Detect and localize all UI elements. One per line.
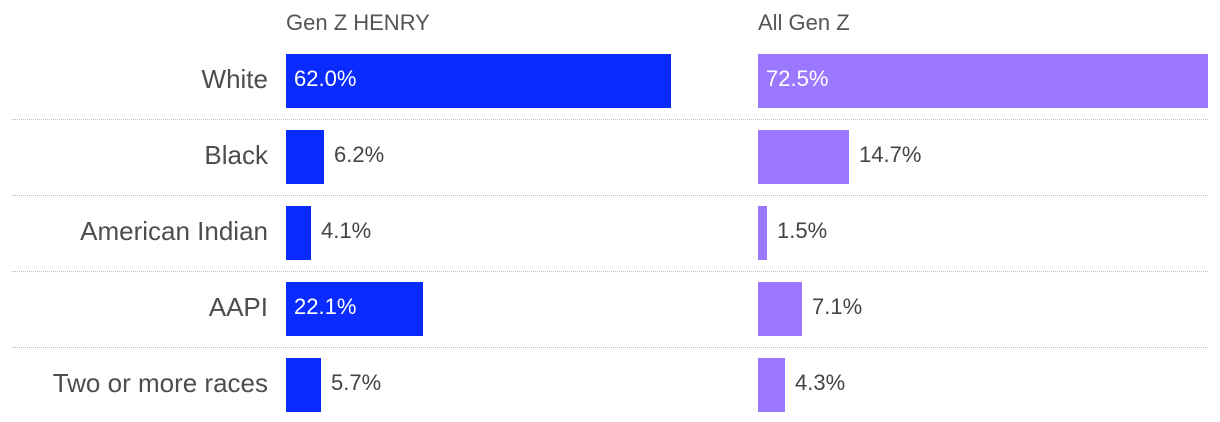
panel-title-gen-z-henry: Gen Z HENRY [286, 10, 430, 35]
data-label: 4.1% [321, 218, 372, 243]
bar [758, 282, 802, 336]
data-label: 62.0% [294, 66, 357, 91]
data-label: 14.7% [859, 142, 922, 167]
bar [286, 54, 671, 108]
row-divider [12, 347, 1208, 348]
category-label: American Indian [80, 216, 268, 246]
bar [286, 282, 423, 336]
row-divider [12, 119, 1208, 120]
category-label: AAPI [208, 292, 268, 322]
category-label: Two or more races [52, 368, 268, 398]
row-divider [12, 195, 1208, 196]
bar [286, 206, 311, 260]
bar [758, 130, 849, 184]
bar [758, 358, 785, 412]
data-label: 72.5% [766, 66, 829, 91]
bar [286, 130, 324, 184]
data-label: 4.3% [795, 370, 846, 395]
panel-title-all-gen-z: All Gen Z [758, 10, 850, 35]
bar [286, 358, 321, 412]
bar [758, 54, 1208, 108]
data-label: 6.2% [334, 142, 385, 167]
category-label: Black [204, 140, 268, 170]
data-label: 22.1% [294, 294, 357, 319]
row-divider [12, 271, 1208, 272]
data-label: 5.7% [331, 370, 382, 395]
data-label: 1.5% [777, 218, 828, 243]
category-label: White [201, 64, 268, 94]
bar [758, 206, 767, 260]
data-label: 7.1% [812, 294, 863, 319]
